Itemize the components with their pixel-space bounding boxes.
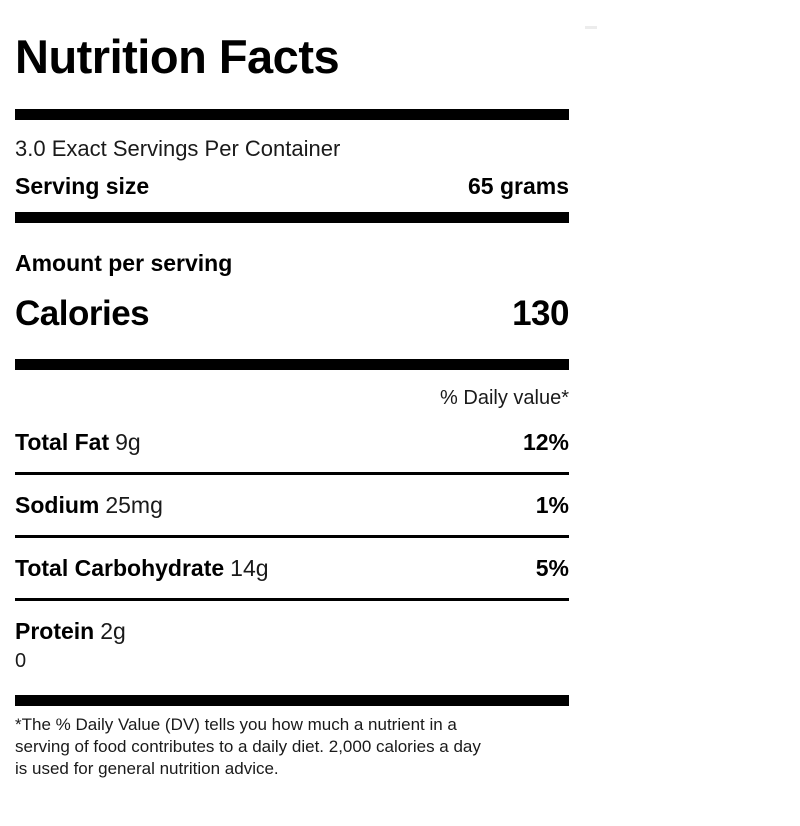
- daily-value-footnote: *The % Daily Value (DV) tells you how mu…: [15, 714, 569, 780]
- nutrient-name-amount: Total Carbohydrate 14g: [15, 552, 269, 584]
- nutrient-name-amount: Sodium 25mg: [15, 489, 163, 521]
- serving-size-row: Serving size 65 grams: [15, 170, 569, 202]
- servings-per-container: 3.0 Exact Servings Per Container: [15, 136, 341, 162]
- thick-rule-serving: [15, 212, 569, 224]
- nutrient-daily-value: 1%: [535, 492, 569, 519]
- nutrient-row-total-carbohydrate: Total Carbohydrate 14g 5%: [15, 538, 569, 602]
- thick-rule-bottom: [15, 695, 569, 707]
- nutrient-name: Protein: [15, 618, 95, 645]
- serving-size-value: 65 grams: [467, 173, 569, 200]
- calories-row: Calories 130: [15, 291, 569, 337]
- daily-value-header: % Daily value*: [440, 387, 569, 410]
- nutrient-row-protein: Protein 2g: [15, 601, 569, 647]
- nutrient-amount: 14g: [230, 555, 269, 582]
- label-title: Nutrition Facts: [15, 30, 340, 83]
- stray-artifact: [585, 26, 597, 29]
- nutrient-name: Total Carbohydrate: [15, 555, 225, 582]
- footnote-line: is used for general nutrition advice.: [15, 759, 279, 779]
- nutrient-daily-value: 5%: [535, 555, 569, 582]
- footnote-line: serving of food contributes to a daily d…: [15, 737, 481, 757]
- calories-value: 130: [512, 294, 569, 334]
- nutrient-amount: 9g: [115, 429, 141, 456]
- serving-size-label: Serving size: [15, 173, 150, 200]
- nutrient-name: Total Fat: [15, 429, 110, 456]
- nutrient-name: Sodium: [15, 492, 100, 519]
- nutrient-row-total-fat: Total Fat 9g 12%: [15, 412, 569, 476]
- footnote-line: *The % Daily Value (DV) tells you how mu…: [15, 715, 457, 735]
- nutrient-name-amount: Protein 2g: [15, 615, 126, 647]
- nutrition-facts-label: Nutrition Facts 3.0 Exact Servings Per C…: [15, 26, 569, 780]
- thick-rule-top: [15, 109, 569, 121]
- nutrient-name-amount: Total Fat 9g: [15, 426, 141, 458]
- calories-label: Calories: [15, 294, 150, 334]
- nutrient-amount: 25mg: [105, 492, 163, 519]
- trailing-zero-value: 0: [15, 650, 27, 673]
- nutrient-amount: 2g: [100, 618, 126, 645]
- nutrient-row-sodium: Sodium 25mg 1%: [15, 475, 569, 539]
- thick-rule-calories: [15, 359, 569, 371]
- nutrient-daily-value: 12%: [522, 429, 569, 456]
- amount-per-serving-label: Amount per serving: [15, 250, 233, 277]
